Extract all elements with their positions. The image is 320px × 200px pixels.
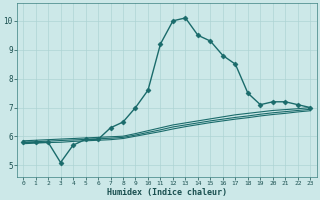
X-axis label: Humidex (Indice chaleur): Humidex (Indice chaleur) <box>107 188 227 197</box>
